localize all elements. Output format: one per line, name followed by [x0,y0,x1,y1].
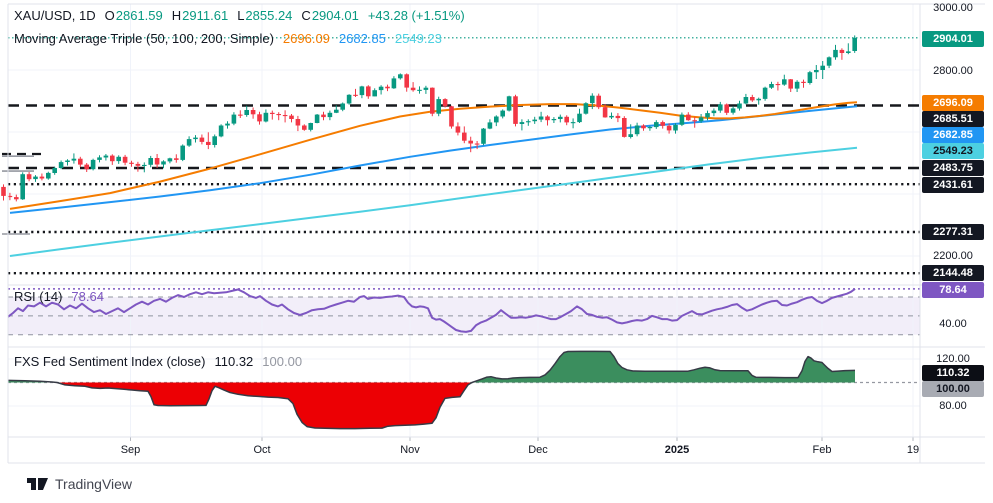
price-axis-label: 2800.00 [933,65,973,77]
symbol-title: XAU/USD, 1D [14,8,96,23]
fxs-legend-title: FXS Fed Sentiment Index (close) [14,354,206,369]
price-axis-badge: 2696.09 [922,94,984,111]
tradingview-logo[interactable]: TradingView [27,476,132,492]
time-axis-label: Nov [400,444,420,456]
tradingview-label: TradingView [55,476,133,492]
rsi-legend[interactable]: RSI (14) 78.64 [14,289,104,304]
time-axis-label: Oct [253,444,271,456]
change-value: +43.28 (+1.51%) [367,8,465,23]
price-axis-label: 3000.00 [933,2,973,14]
ohlc-low: L2855.24 [237,8,293,23]
ma200-line [9,146,858,257]
fxs-outline [7,350,856,430]
price-axis-badge: 110.32 [922,364,984,381]
tradingview-icon [27,478,48,490]
ma100-line [9,105,858,214]
fxs-baseline-value: 100.00 [262,354,303,369]
ma100-value: 2682.85 [338,31,386,46]
price-axis-badge: 78.64 [922,282,984,298]
price-axis-badge: 2431.61 [922,176,984,193]
fxs-legend[interactable]: FXS Fed Sentiment Index (close) 110.32 1… [14,354,302,369]
price-axis-label: 2200.00 [933,250,973,262]
ma-legend-title: Moving Average Triple (50, 100, 200, Sim… [14,31,274,46]
price-axis-badge: 2904.01 [922,31,984,47]
ohlc-high: H2911.61 [171,8,229,23]
time-axis-label: Feb [812,444,832,456]
rsi-value: 78.64 [71,289,104,304]
price-axis-label: 120.00 [936,353,970,365]
price-axis-badge: 2144.48 [922,265,984,281]
symbol-legend[interactable]: XAU/USD, 1D O2861.59 H2911.61 L2855.24 C… [14,8,465,23]
price-axis-badge: 2549.23 [922,143,984,159]
ma200-value: 2549.23 [394,31,442,46]
price-axis-label: 80.00 [939,400,967,412]
fxs-value: 110.32 [214,354,254,369]
ma50-line [9,101,858,210]
ohlc-open: O2861.59 [104,8,163,23]
candles-layer [1,35,857,202]
time-axis-label: Sep [120,444,141,456]
price-axis-badge: 2277.31 [922,224,984,240]
time-axis-label: Dec [528,444,548,456]
price-axis-badge: 100.00 [922,381,984,397]
price-axis-badge: 2682.85 [922,127,984,143]
rsi-legend-title: RSI (14) [14,289,63,304]
price-axis-badge: 2685.51 [922,111,984,127]
ohlc-close: C2904.01 [301,8,359,23]
ma50-value: 2696.09 [282,31,330,46]
time-axis-label: 19 [906,444,920,456]
rsi-line [7,288,856,333]
price-axis-label: 40.00 [939,318,967,330]
time-axis-label: 2025 [664,444,690,456]
price-axis-badge: 2483.75 [922,160,984,176]
ma-legend[interactable]: Moving Average Triple (50, 100, 200, Sim… [14,31,442,46]
